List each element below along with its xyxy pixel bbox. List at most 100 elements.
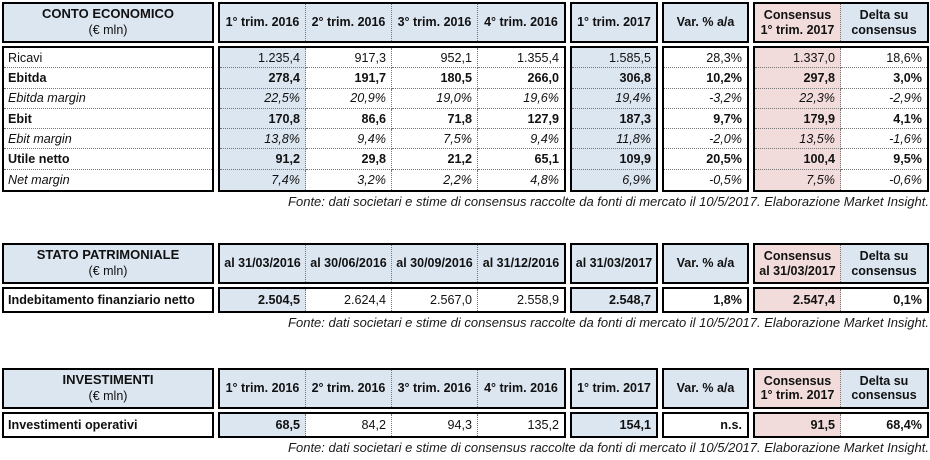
column-group-body-consensus: 1.337,0 18,6% 297,8 3,0% 22,3% -2,9% 179,9 4,1%…: [753, 46, 929, 193]
row-label: Indebitamento finanziario netto: [8, 293, 195, 308]
value-cell: 180,5: [392, 68, 478, 89]
value-cell: 100,4: [755, 149, 841, 170]
column-header-line: consensus: [851, 22, 917, 37]
column-header-line: 1° trim. 2016: [225, 15, 300, 30]
column-header: al 31/03/2016: [220, 245, 306, 283]
value-cell: 13,8%: [220, 129, 306, 150]
column-header: Delta su consensus: [841, 370, 927, 407]
row-label: Ebitda: [4, 68, 212, 89]
row-label: Net margin: [8, 172, 70, 187]
value-cell: 21,2: [392, 149, 478, 170]
column-header: Var. % a/a: [664, 370, 747, 407]
row-label: Utile netto: [4, 149, 212, 170]
value-cell: 22,3%: [755, 88, 841, 109]
column-group-body-date-2016: 2.504,5 2.624,4 2.567,0 2.558,9: [218, 287, 566, 314]
value-cell: 7,5%: [392, 129, 478, 150]
column-header: 3° trim. 2016: [392, 4, 478, 41]
value-cell: 18,6%: [841, 48, 927, 69]
row-label: Investimenti operativi: [8, 417, 138, 432]
value-cell: 1.355,4: [478, 48, 564, 69]
column-header: 4° trim. 2016: [478, 370, 564, 407]
value-cell: 9,5%: [841, 149, 927, 170]
value-cell: 187,3: [572, 108, 656, 130]
column-header: Consensus 1° trim. 2017: [755, 369, 841, 407]
column-group-body-trimestre-2017: 1.585,5 306,8 19,4% 187,3 11,8% 109,9 6,9%: [570, 46, 658, 193]
value-cell: 278,4: [220, 68, 306, 89]
column-group-header-consensus: Consensus 1° trim. 2017 Delta su consensus: [753, 367, 929, 409]
value-cell: 94,3: [392, 413, 478, 436]
column-header: al 31/03/2017: [572, 245, 656, 282]
column-header: Var. % a/a: [664, 245, 747, 282]
value-cell: 170,8: [220, 108, 306, 130]
value-cell: 2.504,5: [220, 289, 306, 312]
column-header-line: Var. % a/a: [676, 256, 735, 271]
value-cell: 4,1%: [841, 109, 927, 130]
column-group-body-trimestri-2016: 68,5 84,2 94,3 135,2: [218, 411, 566, 438]
table-title: STATO PATRIMONIALE: [36, 247, 180, 263]
value-cell: 91,2: [220, 149, 306, 170]
value-cell: 20,9%: [306, 88, 392, 109]
column-group-header-trimestre-2017: 1° trim. 2017: [570, 2, 658, 43]
value-cell: -0,6%: [889, 172, 922, 187]
value-cell: 179,9: [755, 108, 841, 130]
source-note: Fonte: dati societari e stime di consens…: [288, 439, 929, 455]
value-cell: 2,2%: [392, 169, 478, 191]
column-group-body-data-2017: 2.548,7: [570, 287, 658, 314]
column-group-header-trimestri-2016: 1° trim. 2016 2° trim. 2016 3° trim. 2016 4…: [218, 367, 566, 409]
value-cell: -0,5%: [709, 172, 742, 187]
row-label: Ebitda margin: [4, 89, 212, 109]
value-cell: 2.548,7: [572, 289, 656, 312]
value-cell: 917,3: [306, 48, 392, 69]
column-group-body-consensus: 91,5 68,4%: [753, 411, 929, 438]
column-group-header-date-2016: al 31/03/2016 al 30/06/2016 al 30/09/2016 a…: [218, 243, 566, 285]
value-cell: 65,1: [478, 149, 564, 170]
column-header: 1° trim. 2016: [220, 369, 306, 407]
table-title-cell: CONTO ECONOMICO (€ mln): [2, 2, 214, 43]
value-cell: 1.337,0: [755, 48, 841, 69]
table-unit: (€ mln): [88, 389, 128, 404]
column-header: 2° trim. 2016: [306, 369, 392, 407]
table-unit: (€ mln): [88, 23, 128, 38]
value-cell: 9,7%: [664, 109, 747, 130]
value-cell: 13,5%: [755, 129, 841, 150]
column-header-line: consensus: [851, 263, 917, 278]
column-header-line: 3° trim. 2016: [397, 381, 472, 396]
value-cell: 191,7: [306, 68, 392, 89]
value-cell: 7,5%: [755, 169, 841, 191]
column-header-line: Consensus: [763, 373, 832, 388]
value-cell: 68,4%: [886, 417, 922, 432]
column-header-line: 1° trim. 2017: [577, 15, 651, 30]
row-label-column: Investimenti operativi: [2, 411, 214, 438]
column-header-line: Consensus: [763, 248, 832, 263]
value-cell: 86,6: [306, 108, 392, 130]
table-title: CONTO ECONOMICO: [42, 6, 174, 22]
table-unit: (€ mln): [88, 264, 128, 279]
value-cell: 68,5: [220, 413, 306, 436]
column-header-line: 1° trim. 2017: [577, 381, 651, 396]
column-header-line: 1° trim. 2016: [225, 381, 300, 396]
column-group-header-variazione: Var. % a/a: [662, 367, 749, 409]
value-cell: 9,4%: [478, 129, 564, 150]
column-header-line: 2° trim. 2016: [311, 381, 386, 396]
table-stato-patrimoniale: STATO PATRIMONIALE (€ mln) al 31/03/2016 al…: [2, 243, 929, 314]
column-group-body-variazione: 28,3% 10,2% -3,2% 9,7% -2,0% 20,5% -0,5%: [662, 46, 749, 193]
column-header-line: Consensus: [763, 7, 832, 22]
value-cell: 1.585,5: [572, 48, 656, 69]
value-cell: 2.567,0: [392, 289, 478, 312]
table-conto-economico: CONTO ECONOMICO (€ mln) 1° trim. 2016 2° tr…: [2, 2, 929, 193]
value-cell: 1.235,4: [220, 48, 306, 69]
column-header: Consensus 1° trim. 2017: [755, 4, 841, 41]
column-header-line: 4° trim. 2016: [484, 381, 558, 396]
column-header-line: al 31/03/2017: [575, 256, 653, 271]
column-group-header-consensus: Consensus al 31/03/2017 Delta su consensus: [753, 243, 929, 285]
value-cell: 19,0%: [392, 88, 478, 109]
column-header: 2° trim. 2016: [306, 4, 392, 41]
value-cell: 22,5%: [220, 88, 306, 109]
column-header-line: 4° trim. 2016: [484, 15, 558, 30]
column-header-line: Var. % a/a: [676, 381, 735, 396]
column-group-header-data-2017: al 31/03/2017: [570, 243, 658, 285]
value-cell: 0,1%: [893, 293, 922, 308]
table-investimenti: INVESTIMENTI (€ mln) 1° trim. 2016 2° trim.…: [2, 367, 929, 438]
column-header-line: consensus: [851, 388, 917, 403]
